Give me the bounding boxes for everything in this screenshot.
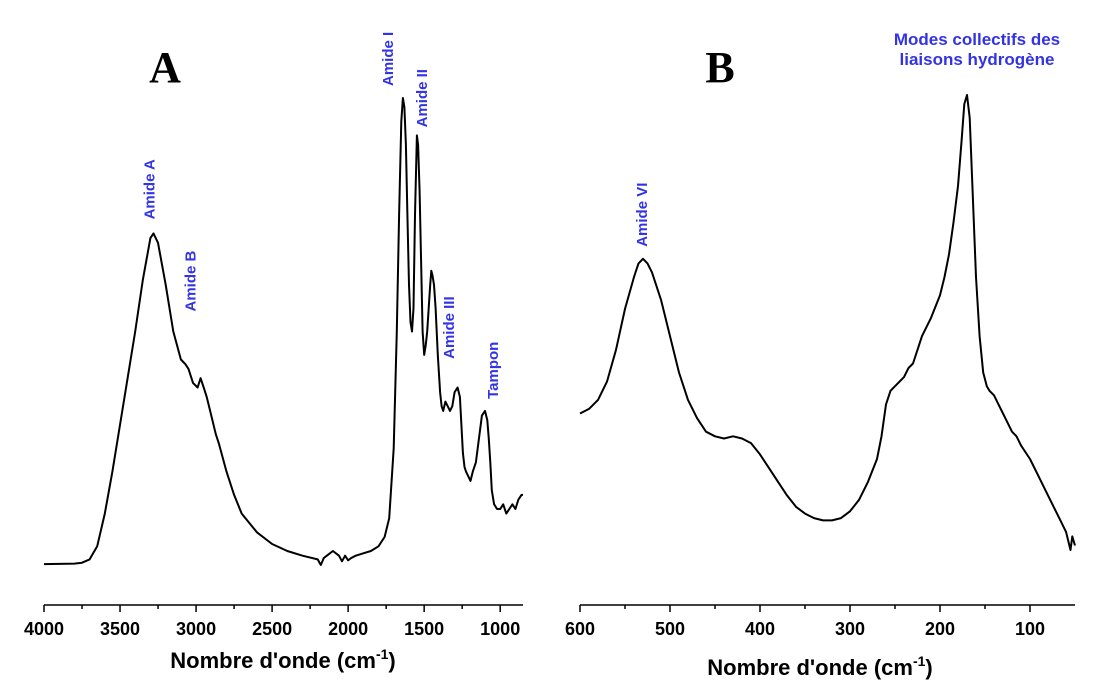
panel-b-xlabel-sup: -1 <box>913 653 926 669</box>
annotation-label: Modes collectifs des <box>894 30 1060 49</box>
panel-a-spectrum-line <box>43 97 523 566</box>
annotation-label: Amide II <box>414 69 431 127</box>
x-tick-label: 600 <box>565 619 595 639</box>
panel-a-xlabel-sup: -1 <box>376 646 389 662</box>
x-tick-label: 3000 <box>176 619 216 639</box>
annotation-label: Amide I <box>380 32 397 86</box>
panel-b-xlabel-end: ) <box>925 655 932 680</box>
x-tick-label: 2500 <box>252 619 292 639</box>
panel-b-label: B <box>705 43 734 92</box>
annotation-label: Amide B <box>182 250 199 311</box>
x-tick-label: 100 <box>1015 619 1045 639</box>
panel-b-xlabel-main: Nombre d'onde (cm <box>707 655 913 680</box>
panel-a-xlabel-main: Nombre d'onde (cm <box>170 648 376 673</box>
annotation-label: Amide A <box>141 159 158 219</box>
x-tick-label: 4000 <box>24 619 64 639</box>
x-tick-label: 200 <box>925 619 955 639</box>
x-tick-label: 1500 <box>404 619 444 639</box>
annotation-label: liaisons hydrogène <box>900 50 1055 69</box>
panel-a-annotations: Amide A Amide B Amide I Amide II Amide III Ta… <box>141 32 502 399</box>
panel-b: B 600 500 400 300 200 100 Amide VI Modes colle… <box>565 30 1076 680</box>
panel-a-ticks: 4000 3500 3000 2500 2000 1500 1000 <box>24 605 520 639</box>
panel-b-x-axis-title: Nombre d'onde (cm-1) <box>707 653 932 680</box>
panel-a: A 4000 3500 3000 2500 2000 1500 1000 Amide AAm… <box>24 32 523 673</box>
annotation-label: Tampon <box>485 342 502 399</box>
x-tick-label: 400 <box>745 619 775 639</box>
annotation-label: Amide III <box>441 296 458 359</box>
panel-b-spectrum-line <box>579 94 1076 551</box>
panel-a-xlabel-end: ) <box>388 648 395 673</box>
panel-a-x-axis-title: Nombre d'onde (cm-1) <box>170 646 395 673</box>
panel-a-label: A <box>149 43 181 92</box>
x-tick-label: 1000 <box>480 619 520 639</box>
panel-b-ticks: 600 500 400 300 200 100 <box>565 605 1045 639</box>
x-tick-label: 500 <box>655 619 685 639</box>
annotation-label: Amide VI <box>634 183 651 247</box>
x-tick-label: 2000 <box>328 619 368 639</box>
x-tick-label: 300 <box>835 619 865 639</box>
x-tick-label: 3500 <box>100 619 140 639</box>
